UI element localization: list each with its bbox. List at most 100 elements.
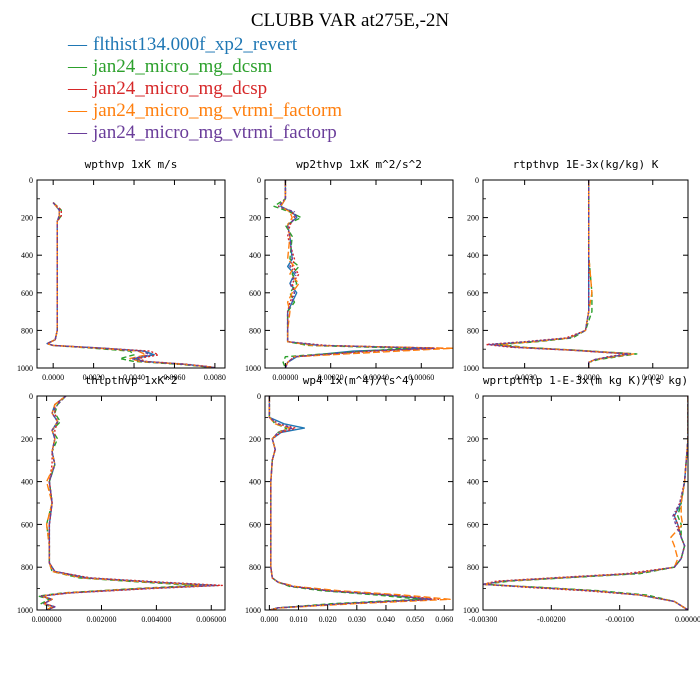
series-line — [495, 180, 635, 368]
x-tick-label: 0.00020 — [318, 373, 344, 382]
x-tick-label: 0.0080 — [204, 373, 226, 382]
y-tick-label: 400 — [467, 251, 479, 260]
x-tick-label: 0.0020 — [642, 373, 664, 382]
y-tick-label: 200 — [21, 214, 33, 223]
series-line — [277, 180, 445, 368]
legend-marker: — — [67, 56, 88, 77]
legend-marker: — — [67, 78, 88, 99]
y-tick-label: 200 — [249, 214, 261, 223]
series-line — [46, 202, 215, 368]
chart-panel: wpthvp 1xK m/s 0 200 400 600 800 1000 0.0000 0.0… — [17, 158, 226, 382]
x-tick-label: 0.0040 — [123, 373, 145, 382]
y-tick-label: 800 — [467, 326, 479, 335]
y-tick-label: 200 — [249, 435, 261, 444]
y-tick-label: 200 — [21, 435, 33, 444]
x-tick-label: 0.040 — [377, 615, 395, 624]
x-tick-label: 0.050 — [406, 615, 424, 624]
legend-entry: — flthist134.000f_xp2_revert — [67, 34, 298, 55]
plot-frame — [36, 179, 226, 369]
y-tick-label: 0 — [257, 392, 261, 401]
series-group — [268, 396, 451, 610]
series-line — [46, 202, 216, 368]
series-line — [40, 396, 215, 610]
series-group — [483, 396, 688, 610]
x-tick-label: 0.000 — [260, 615, 278, 624]
y-tick-label: 0 — [29, 392, 33, 401]
legend-marker: — — [67, 122, 88, 143]
y-tick-label: 400 — [249, 478, 261, 487]
y-tick-label: 600 — [467, 289, 479, 298]
x-tick-label: 0.060 — [435, 615, 453, 624]
y-tick-label: 800 — [467, 563, 479, 572]
y-tick-label: 0 — [257, 176, 261, 185]
series-line — [483, 396, 688, 610]
y-tick-label: 1000 — [463, 606, 479, 615]
series-line — [46, 202, 216, 368]
series-group — [485, 180, 638, 368]
x-tick-label: 0.0000 — [578, 373, 600, 382]
series-line — [46, 202, 216, 368]
x-tick-label: 0.004000 — [141, 615, 171, 624]
series-group — [273, 180, 453, 368]
legend-entry: — jan24_micro_mg_dcsp — [67, 78, 267, 99]
y-tick-label: 0 — [29, 176, 33, 185]
x-tick-label: 0.030 — [348, 615, 366, 624]
y-tick-label: 600 — [249, 520, 261, 529]
series-line — [268, 396, 434, 610]
series-group — [46, 202, 216, 368]
series-line — [268, 396, 422, 610]
x-tick-label: 0.00000 — [675, 615, 700, 624]
series-line — [498, 180, 638, 368]
series-line — [40, 396, 218, 610]
y-tick-label: 600 — [467, 520, 479, 529]
x-tick-label: 0.000000 — [32, 615, 62, 624]
y-tick-label: 400 — [21, 251, 33, 260]
chart-panel: rtpthvp 1E-3x(kg/kg) K 0 200 400 600 800 1000 -… — [463, 158, 689, 382]
legend-label: jan24_micro_mg_dcsp — [92, 78, 267, 99]
x-tick-label: 0.00060 — [408, 373, 434, 382]
legend: — flthist134.000f_xp2_revert— jan24_micro_… — [67, 34, 342, 143]
panel-title: wpthvp 1xK m/s — [85, 158, 178, 171]
series-line — [46, 202, 216, 368]
x-tick-label: 0.00040 — [363, 373, 389, 382]
x-tick-label: 0.0060 — [163, 373, 185, 382]
y-tick-label: 400 — [21, 478, 33, 487]
legend-marker: — — [67, 34, 88, 55]
x-tick-label: -0.00200 — [537, 615, 566, 624]
plot-frame — [482, 179, 689, 369]
series-line — [488, 180, 632, 368]
figure-title: CLUBB VAR at275E,-2N — [251, 10, 450, 31]
y-tick-label: 0 — [475, 176, 479, 185]
chart-panel: wp2thvp 1xK m^2/s^2 0 200 400 600 800 1000 0.00… — [245, 158, 454, 382]
y-tick-label: 600 — [249, 289, 261, 298]
x-tick-label: 0.020 — [319, 615, 337, 624]
series-line — [483, 396, 688, 610]
chart-panel: wprtpthlp 1-E-3x(m kg K)/(s kg) 0 200 400 60… — [463, 374, 700, 624]
legend-marker: — — [67, 100, 88, 121]
x-tick-label: 0.010 — [290, 615, 308, 624]
y-tick-label: 400 — [467, 478, 479, 487]
x-tick-label: 0.0020 — [83, 373, 105, 382]
y-tick-label: 800 — [249, 563, 261, 572]
x-tick-label: 0.0000 — [42, 373, 64, 382]
y-tick-label: 800 — [249, 326, 261, 335]
y-tick-label: 600 — [21, 520, 33, 529]
legend-entry: — jan24_micro_mg_vtrmi_factorm — [67, 100, 342, 121]
y-tick-label: 1000 — [463, 364, 479, 373]
y-tick-label: 1000 — [17, 606, 33, 615]
legend-label: jan24_micro_mg_dcsm — [92, 56, 273, 77]
x-tick-label: 0.00000 — [272, 373, 298, 382]
y-tick-label: 0 — [475, 392, 479, 401]
series-group — [37, 396, 223, 610]
y-tick-label: 1000 — [17, 364, 33, 373]
series-line — [483, 396, 688, 610]
x-tick-label: -0.00300 — [469, 615, 498, 624]
y-tick-label: 1000 — [245, 364, 261, 373]
series-line — [277, 180, 436, 368]
series-line — [483, 396, 688, 610]
panel-title: rtpthvp 1E-3x(kg/kg) K — [513, 158, 659, 171]
series-line — [280, 180, 434, 368]
y-tick-label: 400 — [249, 251, 261, 260]
series-line — [40, 396, 223, 610]
